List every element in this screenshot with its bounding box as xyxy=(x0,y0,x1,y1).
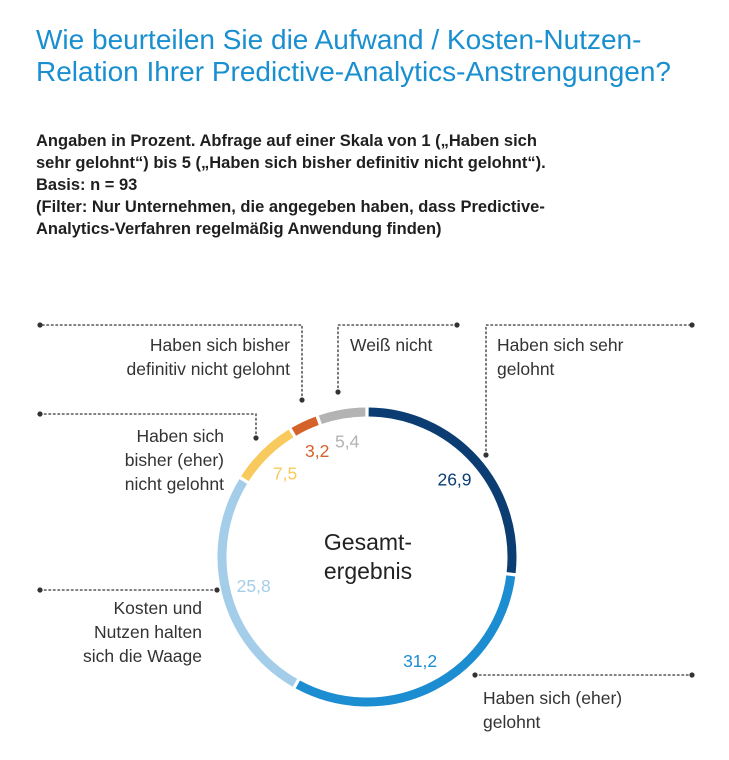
leader-dot xyxy=(37,322,43,328)
leader-dot xyxy=(689,672,695,678)
slice-label-sehr-gelohnt: Haben sich sehr gelohnt xyxy=(497,333,623,381)
leader-dot xyxy=(37,587,43,593)
slice-label-line: Nutzen halten xyxy=(94,622,202,642)
center-label: Gesamt- ergebnis xyxy=(270,528,466,586)
value-label-sehr-gelohnt: 26,9 xyxy=(437,469,471,489)
slice-label-definitiv-nicht-gelohnt: Haben sich bisher definitiv nicht gelohn… xyxy=(40,333,290,381)
donut-slice-sehr-gelohnt xyxy=(368,407,517,574)
leader-dot xyxy=(454,322,460,328)
leader-line-weiss-nicht xyxy=(337,324,458,393)
leader-dot xyxy=(253,435,259,441)
slice-label-line: bisher (eher) xyxy=(124,450,224,470)
leader-dot xyxy=(689,322,695,328)
leader-dot xyxy=(214,587,220,593)
subtitle-line: (Filter: Nur Unternehmen, die angegeben … xyxy=(36,198,545,216)
subtitle-line: sehr gelohnt“) bis 5 („Haben sich bisher… xyxy=(36,154,546,172)
value-label-eher-nicht-gelohnt: 7,5 xyxy=(273,464,297,484)
slice-label-line: Haben sich bisher xyxy=(149,335,290,355)
donut-slice-definitiv-nicht-gelohnt xyxy=(291,416,319,436)
donut-slice-eher-nicht-gelohnt xyxy=(241,429,294,482)
slice-label-line: Kosten und xyxy=(113,598,202,618)
subtitle-line: Analytics-Verfahren regelmäßig Anwendung… xyxy=(36,220,442,238)
subtitle-line: Angaben in Prozent. Abfrage auf einer Sk… xyxy=(36,132,537,150)
center-label-line: ergebnis xyxy=(323,558,413,584)
leader-lines xyxy=(37,322,695,678)
value-label-weiss-nicht: 5,4 xyxy=(335,432,360,452)
slice-label-line: definitiv nicht gelohnt xyxy=(126,359,290,379)
slice-label-eher-nicht-gelohnt: Haben sich bisher (eher) nicht gelohnt xyxy=(60,424,224,496)
slice-label-line: Haben sich (eher) xyxy=(483,688,623,708)
value-label-waage: 25,8 xyxy=(237,576,271,596)
value-label-eher-gelohnt: 31,2 xyxy=(403,651,437,671)
leader-dot xyxy=(335,389,341,395)
slice-label-eher-gelohnt: Haben sich (eher) gelohnt xyxy=(483,686,622,734)
leader-dot xyxy=(37,411,43,417)
leader-dot xyxy=(299,397,305,403)
donut-slice-eher-gelohnt xyxy=(295,575,516,707)
donut-slice-waage xyxy=(217,479,298,687)
chart-title: Wie beurteilen Sie die Aufwand / Kosten-… xyxy=(36,24,671,87)
slice-label-waage: Kosten und Nutzen halten sich die Waage xyxy=(40,596,202,668)
leader-line-definitiv-nicht-gelohnt xyxy=(39,324,303,401)
subtitle-line: Basis: n = 93 xyxy=(36,176,138,194)
value-label-definitiv-nicht-gelohnt: 3,2 xyxy=(305,441,329,461)
donut-slice-weiss-nicht xyxy=(318,407,366,425)
donut-slices xyxy=(217,407,517,707)
center-label-line: Gesamt- xyxy=(323,529,413,555)
slice-label-line: Haben sich sehr xyxy=(497,335,624,355)
slice-label-line: gelohnt xyxy=(483,712,541,732)
slice-label-line: sich die Waage xyxy=(83,646,202,666)
leader-line-eher-nicht-gelohnt xyxy=(39,413,257,439)
leader-line-sehr-gelohnt xyxy=(485,324,693,456)
value-labels: 26,9 31,2 25,8 7,5 3,2 5,4 xyxy=(237,432,472,672)
leader-dot xyxy=(483,452,489,458)
slice-label-weiss-nicht: Weiß nicht xyxy=(350,333,432,357)
slice-label-line: Weiß nicht xyxy=(350,335,433,355)
slice-label-line: nicht gelohnt xyxy=(124,474,224,494)
slice-label-line: gelohnt xyxy=(497,359,555,379)
chart-subtitle: Angaben in Prozent. Abfrage auf einer Sk… xyxy=(36,130,676,240)
leader-dot xyxy=(472,672,478,678)
slice-label-line: Haben sich xyxy=(136,426,224,446)
